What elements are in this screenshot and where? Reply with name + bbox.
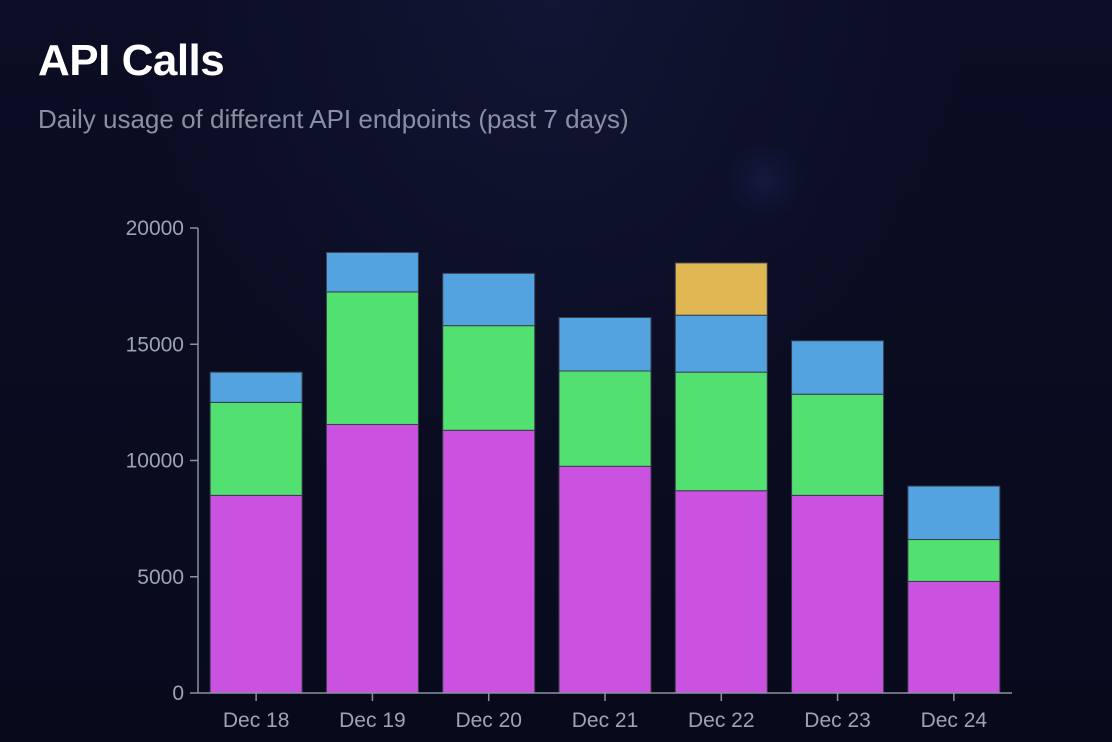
- bar-7-series-3: [907, 485, 1001, 541]
- bar-6-series-3: [791, 340, 885, 395]
- bar-4-series-3: [558, 317, 652, 372]
- y-tick-label-0: 0: [172, 682, 184, 705]
- bar-2-series-2: [325, 291, 419, 425]
- bar-4-series-2: [558, 370, 652, 467]
- y-tick-label-15000: 15000: [126, 333, 184, 356]
- bar-3-series-1: [442, 429, 536, 694]
- bar-5-series-3: [674, 314, 768, 373]
- bar-3-series-2: [442, 325, 536, 431]
- bar-6-series-2: [791, 393, 885, 496]
- bar-6-series-1: [791, 494, 885, 694]
- bar-4-series-1: [558, 465, 652, 694]
- bar-1-series-1: [209, 494, 303, 694]
- x-tick-label-3: Dec 20: [455, 709, 522, 732]
- bar-5-series-2: [674, 371, 768, 492]
- bar-7-series-2: [907, 539, 1001, 582]
- bar-2-series-3: [325, 251, 419, 293]
- chart-subtitle: Daily usage of different API endpoints (…: [38, 104, 629, 134]
- bar-1-series-2: [209, 401, 303, 496]
- bar-1-series-3: [209, 371, 303, 403]
- x-tick-label-1: Dec 18: [223, 709, 290, 732]
- y-tick-label-5000: 5000: [137, 566, 184, 589]
- y-tick-label-10000: 10000: [126, 450, 184, 473]
- chart-title: API Calls: [38, 36, 225, 85]
- y-tick-label-20000: 20000: [126, 217, 184, 240]
- bar-2-series-1: [325, 423, 419, 694]
- x-tick-label-5: Dec 22: [688, 709, 755, 732]
- bar-7-series-1: [907, 580, 1001, 694]
- x-tick-label-7: Dec 24: [921, 709, 988, 732]
- bar-5-series-1: [674, 490, 768, 694]
- x-tick-label-4: Dec 21: [572, 709, 639, 732]
- bar-3-series-3: [442, 272, 536, 327]
- x-tick-label-2: Dec 19: [339, 709, 406, 732]
- bar-5-series-4: [674, 262, 768, 316]
- x-tick-label-6: Dec 23: [804, 709, 871, 732]
